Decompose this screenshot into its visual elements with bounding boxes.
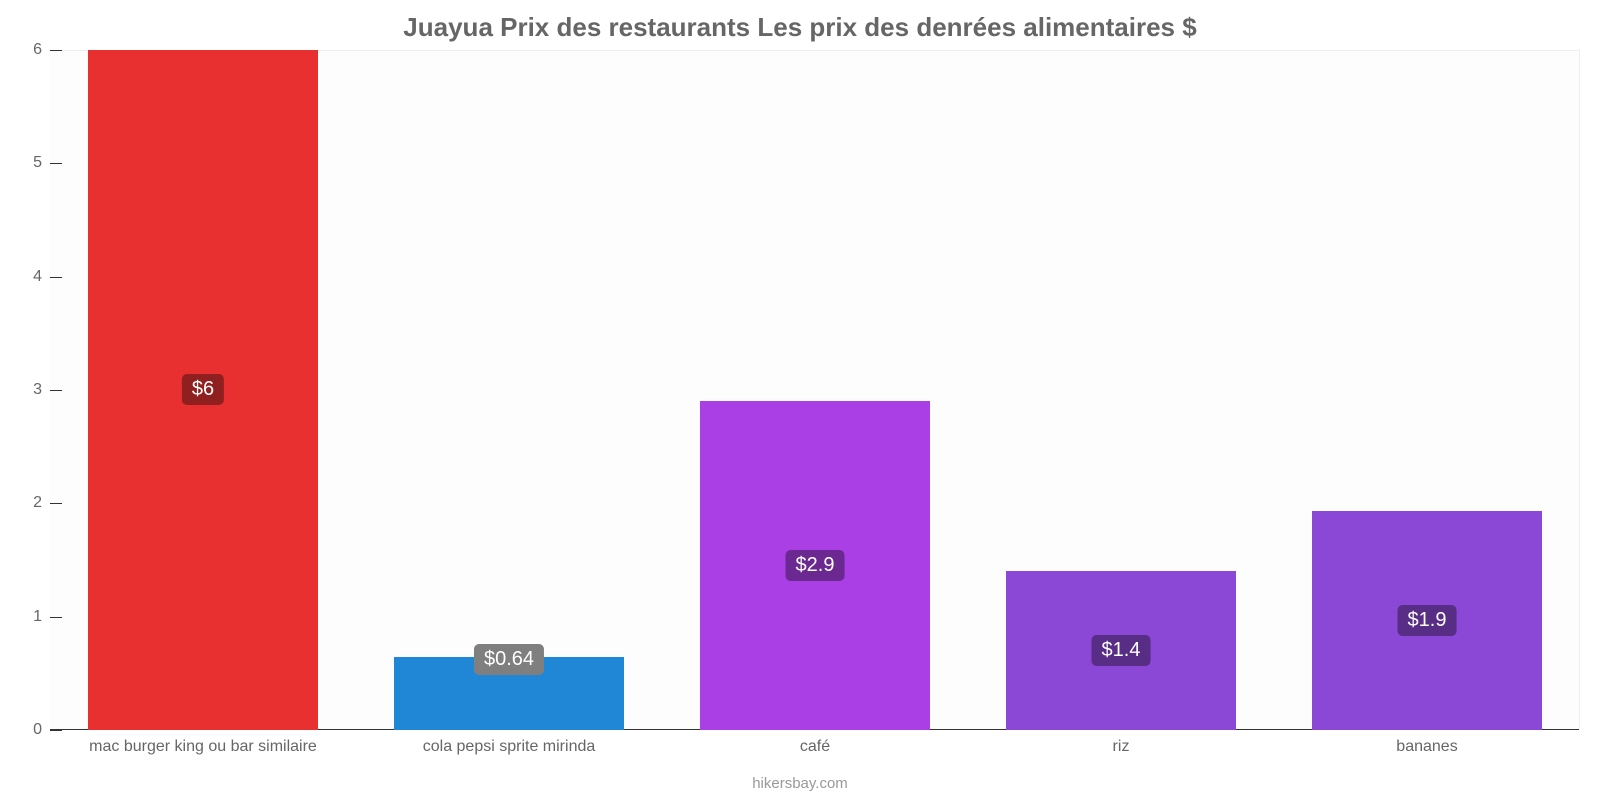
y-tick-mark (50, 50, 62, 51)
y-tick-mark (50, 730, 62, 731)
y-tick-mark (50, 277, 62, 278)
plot-area: 0123456$6mac burger king ou bar similair… (50, 50, 1580, 730)
y-tick-mark (50, 617, 62, 618)
bar-value-label: $1.4 (1092, 635, 1151, 666)
y-tick-label: 6 (10, 41, 42, 59)
y-tick-label: 5 (10, 154, 42, 172)
x-tick-label: riz (1113, 738, 1130, 756)
x-tick-label: bananes (1396, 738, 1457, 756)
y-tick-label: 2 (10, 494, 42, 512)
attribution-text: hikersbay.com (0, 775, 1600, 792)
x-tick-label: mac burger king ou bar similaire (89, 738, 317, 756)
y-tick-mark (50, 163, 62, 164)
bar-value-label: $2.9 (786, 550, 845, 581)
x-tick-label: cola pepsi sprite mirinda (423, 738, 596, 756)
y-tick-label: 0 (10, 721, 42, 739)
y-tick-mark (50, 503, 62, 504)
chart-title: Juayua Prix des restaurants Les prix des… (0, 12, 1600, 43)
bar-value-label: $0.64 (474, 644, 544, 675)
x-tick-label: café (800, 738, 830, 756)
y-tick-label: 1 (10, 608, 42, 626)
price-bar-chart: Juayua Prix des restaurants Les prix des… (0, 0, 1600, 800)
bar-value-label: $1.9 (1398, 605, 1457, 636)
bar-value-label: $6 (182, 374, 224, 405)
y-tick-label: 3 (10, 381, 42, 399)
y-tick-mark (50, 390, 62, 391)
y-tick-label: 4 (10, 268, 42, 286)
